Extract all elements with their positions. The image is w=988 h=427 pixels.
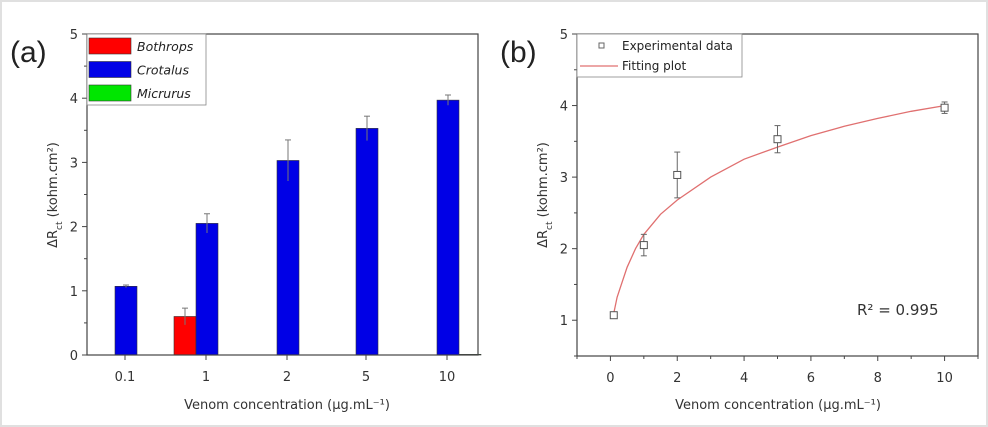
x-tick-label: 0: [606, 371, 614, 386]
open-square-marker: [940, 103, 949, 112]
x-tick-label: 5: [362, 370, 370, 385]
y-tick-label: 4: [560, 100, 568, 115]
bar-crotalus: [195, 223, 219, 356]
open-square-marker: [639, 241, 648, 250]
legend-label-micrurus: Micrurus: [137, 86, 191, 101]
y-axis-label-unit: (kohm.cm²): [536, 142, 551, 221]
legend-swatch-crotalus: [88, 61, 132, 78]
y-axis-label-main: ΔR: [46, 230, 61, 248]
panel-b-scatter-chart: 1 2 3 4 5 0 2 4 6 8 10 Venom concentration (µg.mL⁻¹…: [536, 28, 979, 413]
r-squared-annotation: R² = 0.995: [857, 301, 938, 319]
data-point: [639, 233, 648, 257]
y-tick-label: 3: [560, 171, 568, 186]
x-axis-label: Venom concentration (µg.mL⁻¹): [675, 398, 881, 413]
open-square-marker: [773, 135, 782, 144]
legend-box: [576, 33, 743, 78]
x-tick-label: 2: [673, 371, 681, 386]
legend-swatch-bothrops: [88, 37, 132, 55]
y-tick-label: 1: [560, 314, 568, 329]
data-point: [773, 125, 782, 154]
y-axis-label-subscript: ct: [545, 221, 555, 230]
legend: Bothrops Crotalus Micrurus: [86, 33, 207, 106]
fit-curve: [613, 104, 945, 314]
data-point: [940, 101, 949, 114]
y-axis-label-unit: (kohm.cm²): [46, 142, 61, 221]
legend-label-fit: Fitting plot: [622, 59, 686, 73]
open-square-marker: [609, 311, 618, 320]
bar-crotalus: [436, 99, 460, 356]
y-tick-label: 0: [70, 349, 78, 364]
y-axis-label-subscript: ct: [55, 221, 65, 230]
x-tick-label: 8: [874, 371, 882, 386]
legend: Experimental data Fitting plot: [576, 33, 743, 78]
x-tick-label: 10: [439, 370, 456, 385]
panel-b-label: (b): [500, 36, 537, 69]
y-tick-label: 3: [70, 156, 78, 171]
panel-a-label: (a): [10, 36, 47, 69]
y-tick-label: 2: [70, 221, 78, 236]
legend-label-experimental: Experimental data: [622, 39, 733, 53]
panel-a-bar-chart: 0 1 2 3 4 5 0.1 1 2 5 10 Venom concentration (µg.mL…: [46, 28, 482, 413]
bar-crotalus: [355, 128, 379, 356]
x-axis-label: Venom concentration (µg.mL⁻¹): [184, 398, 390, 413]
y-tick-label: 2: [560, 243, 568, 258]
y-tick-label: 4: [70, 92, 78, 107]
y-tick-label: 5: [560, 28, 568, 43]
data-point: [609, 311, 618, 320]
x-tick-label: 10: [936, 371, 953, 386]
bar-crotalus: [114, 286, 138, 356]
legend-marker-open-square: [598, 42, 605, 49]
x-tick-label: 2: [283, 370, 291, 385]
y-axis-label: ΔRct (kohm.cm²): [536, 142, 555, 248]
bar-crotalus: [276, 160, 300, 356]
x-tick-label: 4: [740, 371, 748, 386]
legend-swatch-micrurus: [88, 84, 132, 102]
x-tick-label: 6: [807, 371, 815, 386]
x-tick-label: 0.1: [115, 370, 136, 385]
y-axis-label: ΔRct (kohm.cm²): [46, 142, 65, 248]
y-axis-label-main: ΔR: [536, 230, 551, 248]
legend-label-bothrops: Bothrops: [137, 39, 194, 54]
x-tick-label: 1: [202, 370, 210, 385]
y-tick-label: 1: [70, 285, 78, 300]
y-tick-label: 5: [70, 28, 78, 43]
data-point: [673, 151, 682, 199]
legend-label-crotalus: Crotalus: [137, 63, 189, 78]
open-square-marker: [673, 170, 682, 179]
